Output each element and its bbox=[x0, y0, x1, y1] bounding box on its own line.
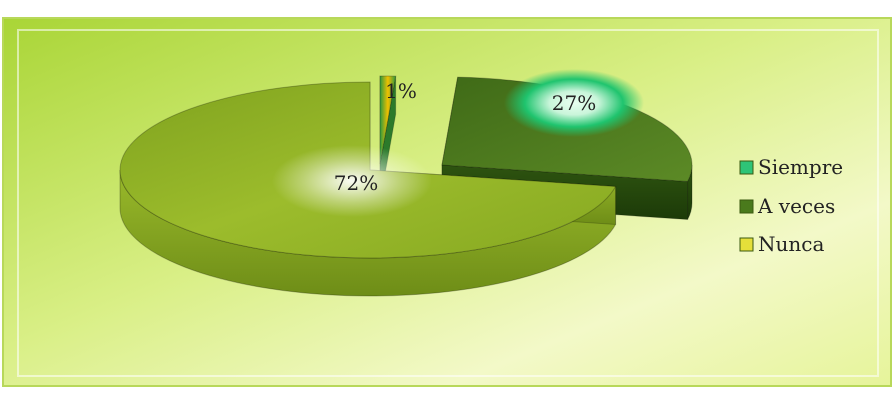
legend-item-siempre: Siempre bbox=[739, 155, 843, 179]
legend-label: Nunca bbox=[758, 232, 824, 256]
label-glow-a-veces bbox=[504, 69, 644, 137]
data-label-nunca: 72% bbox=[334, 171, 378, 195]
pie-slice-siempre bbox=[379, 75, 397, 165]
data-label-a-veces: 27% bbox=[552, 91, 596, 115]
label-glow-nunca bbox=[272, 145, 432, 217]
legend-label: Siempre bbox=[758, 155, 843, 179]
legend-swatch bbox=[739, 160, 754, 175]
legend-swatch bbox=[739, 199, 754, 214]
legend: Siempre A veces Nunca bbox=[739, 155, 843, 256]
legend-label: A veces bbox=[757, 194, 835, 218]
chart-inner-bevel bbox=[17, 29, 879, 377]
legend-swatch bbox=[739, 237, 754, 252]
data-label-siempre: 1% bbox=[385, 79, 417, 103]
data-labels: 1% 27% 72% bbox=[334, 79, 596, 195]
legend-item-nunca: Nunca bbox=[739, 232, 824, 256]
legend-item-a-veces: A veces bbox=[739, 194, 835, 218]
pie-plot bbox=[119, 69, 693, 297]
